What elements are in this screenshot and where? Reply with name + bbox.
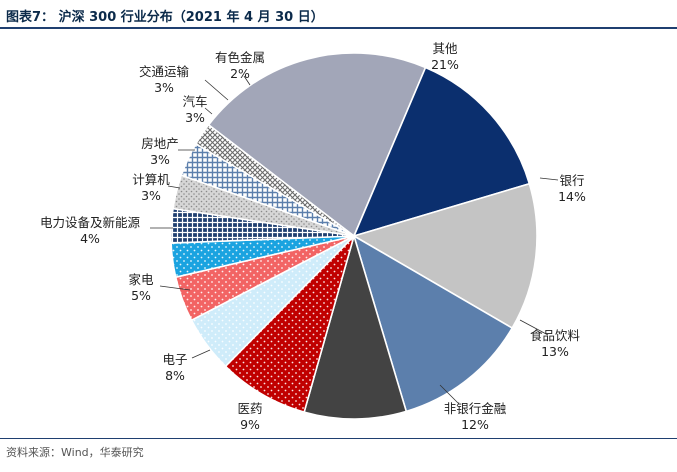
pie-slice bbox=[194, 123, 355, 237]
slice-value-label: 21% bbox=[431, 57, 459, 72]
slice-label: 汽车 bbox=[182, 94, 207, 109]
slice-label: 食品饮料 bbox=[530, 328, 581, 343]
slice-label: 有色金属 bbox=[215, 50, 265, 65]
leader-line bbox=[159, 285, 191, 291]
leader-line bbox=[439, 384, 459, 404]
slice-label: 其他 bbox=[432, 41, 458, 56]
slice-value-label: 2% bbox=[230, 66, 250, 81]
bottom-rule bbox=[0, 438, 677, 439]
slice-label: 家电 bbox=[128, 272, 154, 287]
top-rule bbox=[0, 27, 677, 29]
pie-slice bbox=[352, 66, 531, 238]
slice-value-label: 14% bbox=[558, 189, 586, 204]
slice-value-label: 5% bbox=[131, 288, 151, 303]
pie-slice bbox=[224, 235, 355, 414]
leader-line bbox=[167, 185, 181, 189]
slice-label: 银行 bbox=[559, 173, 584, 188]
slice-value-label: 9% bbox=[240, 417, 260, 432]
slice-label: 非银行金融 bbox=[444, 401, 507, 416]
slice-label: 电力设备及新能源 bbox=[40, 215, 141, 230]
pie-slice bbox=[303, 233, 408, 420]
leader-line bbox=[519, 319, 549, 336]
pie-slice bbox=[351, 182, 538, 330]
leader-line bbox=[243, 75, 251, 86]
leader-line bbox=[539, 177, 559, 181]
slice-label: 医药 bbox=[237, 401, 262, 416]
chart-header: 图表7： 沪深 300 行业分布（2021 年 4 月 30 日） bbox=[0, 0, 677, 28]
slice-value-label: 3% bbox=[141, 188, 161, 203]
pie-slice bbox=[207, 52, 427, 238]
slice-value-label: 3% bbox=[150, 152, 170, 167]
leader-line bbox=[204, 79, 229, 101]
slice-label: 计算机 bbox=[132, 172, 170, 187]
slice-label: 电子 bbox=[162, 352, 187, 367]
slice-label: 交通运输 bbox=[139, 64, 190, 79]
slice-value-label: 8% bbox=[165, 368, 185, 383]
pie-slices bbox=[170, 52, 538, 420]
slice-value-label: 13% bbox=[541, 344, 569, 359]
source-note: 资料来源：Wind，华泰研究 bbox=[6, 446, 144, 459]
leader-lines bbox=[150, 75, 559, 404]
slice-value-label: 3% bbox=[154, 80, 174, 95]
leader-line bbox=[191, 349, 211, 359]
slice-value-label: 4% bbox=[80, 231, 100, 246]
slice-value-label: 3% bbox=[185, 110, 205, 125]
pie-slice bbox=[170, 235, 355, 279]
leader-line bbox=[204, 107, 213, 115]
slice-value-label: 12% bbox=[461, 417, 489, 432]
slice-label: 房地产 bbox=[141, 136, 179, 151]
chart-title: 图表7： 沪深 300 行业分布（2021 年 4 月 30 日） bbox=[6, 10, 324, 25]
